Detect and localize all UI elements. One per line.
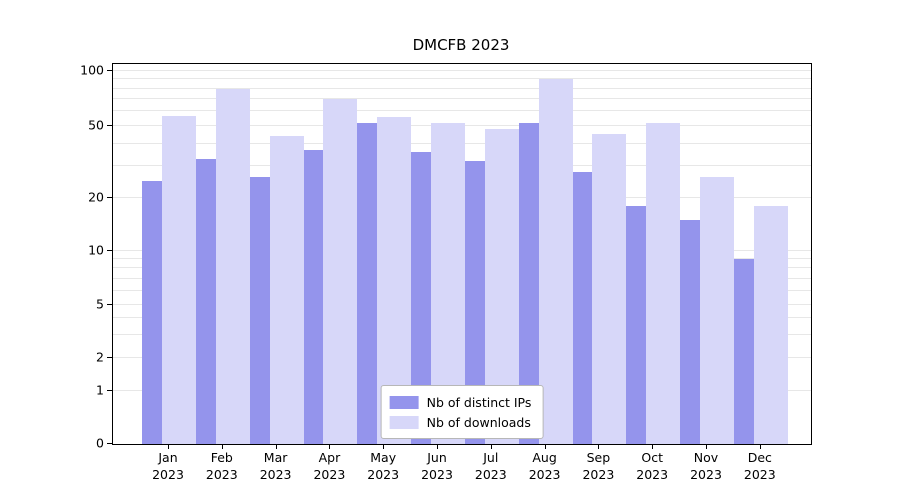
x-tick-mark [221,444,223,449]
legend-row: Nb of downloads [389,412,532,432]
legend-label-distinct-ips: Nb of distinct IPs [426,394,532,410]
y-tick-mark [107,197,112,199]
legend-label-downloads: Nb of downloads [426,414,531,430]
x-tick-mark [544,444,546,449]
y-tick-mark [107,357,112,359]
bar-downloads [215,88,250,444]
x-tick-label: Sep 2023 [582,450,615,482]
x-tick-label: May 2023 [367,450,400,482]
x-tick-mark [598,444,600,449]
x-tick-label: Apr 2023 [313,450,346,482]
x-tick-label: Feb 2023 [205,450,238,482]
y-tick-mark [107,249,112,251]
x-tick-mark [706,444,707,449]
bar-downloads [323,99,358,444]
y-axis-tick-labels: 0 1 2 5 10 20 50 100 [0,62,104,450]
y-tick-label: 1 [96,382,104,398]
x-tick-label: Jan 2023 [152,450,184,482]
bar-downloads [162,115,196,444]
y-tick-mark [107,443,112,444]
x-tick-mark [490,444,492,449]
x-tick-label: Jun 2023 [421,450,453,482]
y-tick-label: 10 [88,242,104,258]
x-tick-label: Mar 2023 [259,450,292,482]
y-tick-label: 0 [96,435,104,451]
x-tick-mark [759,444,761,449]
bar-downloads [646,122,681,444]
x-tick-label: Aug 2023 [528,450,561,482]
x-tick-mark [275,444,277,449]
legend-row: Nb of distinct IPs [389,392,532,412]
x-tick-label: Jul 2023 [474,450,507,482]
chart-title: DMCFB 2023 [412,36,510,54]
x-tick-mark [437,444,438,449]
y-tick-label: 50 [88,117,104,133]
legend-swatch-downloads [389,415,419,429]
bar-downloads [700,177,734,444]
gridline [113,98,811,100]
y-tick-mark [107,303,112,305]
legend: Nb of distinct IPs Nb of downloads [380,385,544,439]
gridline [113,78,811,80]
legend-swatch-distinct-ips [389,395,419,409]
x-tick-mark [652,444,654,449]
y-tick-label: 5 [96,296,104,312]
x-tick-label: Dec 2023 [743,450,776,482]
bar-downloads [592,134,627,444]
x-axis-tick-labels: Jan 2023 Feb 2023 Mar 2023 Apr 2023 May 2023… [112,450,810,490]
bar-downloads [269,136,304,444]
plot-area: Nb of distinct IPs Nb of downloads [112,63,812,445]
y-tick-mark [107,69,112,71]
y-tick-label: 20 [88,189,104,205]
y-tick-label: 2 [96,349,104,365]
x-tick-mark [383,444,385,449]
x-tick-mark [329,444,331,449]
y-tick-mark [107,390,112,392]
bar-downloads [538,79,573,444]
gridline [113,110,811,112]
x-tick-label: Oct 2023 [636,450,669,482]
gridline [113,87,811,89]
y-tick-label: 100 [80,62,104,78]
gridline [113,69,811,71]
x-tick-label: Nov 2023 [690,450,722,482]
y-tick-mark [107,124,112,126]
bar-downloads [753,206,788,444]
x-tick-mark [168,444,169,449]
